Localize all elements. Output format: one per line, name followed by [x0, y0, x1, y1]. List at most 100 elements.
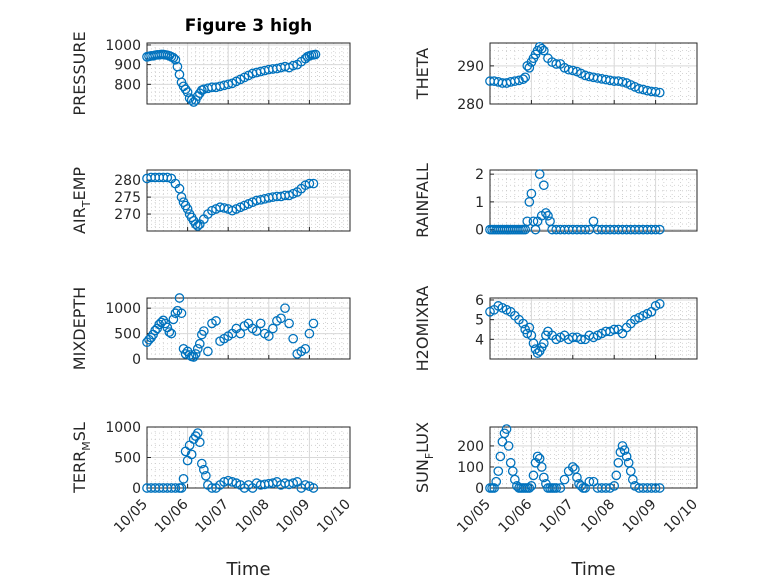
x-tick-label: 10/07	[192, 496, 232, 536]
data-point	[203, 346, 213, 357]
data-point	[611, 470, 622, 481]
data-point	[526, 188, 537, 199]
data-point	[192, 343, 203, 354]
chart-title: Figure 3 high	[185, 16, 313, 36]
data-point	[304, 328, 315, 339]
data-point	[588, 216, 599, 227]
data-point	[235, 328, 246, 339]
subplot-mixdepth: 0 500 1000 MIXDEPTH	[70, 287, 351, 370]
axes-box	[146, 42, 351, 105]
y-tick-label: 280	[114, 173, 141, 189]
y-tick-label: 290	[457, 59, 484, 75]
data-point	[288, 333, 299, 344]
axes-box	[489, 297, 698, 360]
data-point	[509, 474, 520, 485]
data-point	[304, 178, 315, 189]
data-point	[280, 303, 290, 314]
data-point	[255, 318, 266, 329]
y-tick-label: 4	[475, 332, 484, 348]
data-point	[489, 483, 499, 493]
data-point	[192, 428, 203, 438]
data-point	[164, 327, 175, 337]
data-point	[207, 483, 217, 493]
axes-box	[146, 169, 351, 232]
x-tick-label: 10/10	[661, 496, 701, 536]
data-point	[168, 52, 179, 63]
data-point	[654, 299, 665, 309]
x-tick-label: 10/09	[620, 496, 660, 536]
data-point	[654, 87, 665, 98]
data-point	[174, 293, 185, 303]
y-tick-label: 275	[114, 190, 141, 206]
data-point	[263, 331, 274, 341]
data-point	[617, 77, 628, 87]
data-point	[168, 314, 179, 325]
y-tick-label: 500	[114, 451, 141, 467]
data-point	[514, 75, 524, 86]
y-tick-label: 1	[475, 195, 484, 211]
data-point	[194, 437, 205, 448]
axes-box	[489, 42, 698, 105]
data-point	[495, 451, 506, 462]
y-axis-label: H2OMIXRA	[413, 286, 432, 372]
data-point	[180, 349, 191, 359]
data-point	[308, 483, 319, 493]
data-point	[551, 483, 562, 493]
y-tick-label: 0	[475, 223, 484, 239]
y-axis-label: AIRTEMP	[70, 167, 93, 234]
data-point	[532, 451, 543, 462]
data-point	[310, 49, 321, 60]
data-point	[162, 172, 173, 183]
x-tick-label: 10/09	[274, 496, 314, 536]
y-tick-label: 270	[114, 207, 141, 223]
y-axis-label: TERRMSL	[70, 422, 93, 494]
data-point	[178, 473, 189, 484]
data-point	[572, 472, 582, 483]
y-tick-label: 100	[457, 460, 484, 476]
y-tick-label: 200	[457, 439, 484, 455]
data-point	[276, 313, 286, 324]
data-point	[170, 54, 181, 65]
data-point	[518, 74, 528, 85]
data-point	[576, 334, 586, 345]
data-point	[650, 86, 661, 97]
data-point	[613, 457, 624, 468]
data-point	[300, 343, 311, 354]
data-point	[156, 317, 167, 328]
data-point	[300, 480, 311, 490]
data-point	[524, 483, 535, 493]
y-tick-label: 0	[475, 481, 484, 497]
x-tick-label: 10/07	[537, 496, 577, 536]
data-point	[619, 445, 630, 455]
data-point	[308, 318, 319, 329]
data-point	[491, 476, 502, 487]
axes-background	[489, 169, 698, 232]
data-point	[526, 481, 537, 491]
data-point	[559, 474, 570, 485]
data-point	[536, 43, 547, 54]
data-point	[654, 483, 665, 493]
axes-background	[489, 426, 698, 489]
y-tick-label: 0	[132, 481, 141, 497]
data-point	[308, 178, 319, 189]
data-point	[654, 224, 665, 235]
subplot-theta: 280 290 THETA	[413, 41, 698, 113]
data-point	[170, 308, 181, 319]
data-point	[288, 60, 299, 71]
data-point	[538, 45, 549, 56]
data-point	[538, 180, 549, 191]
x-tick-label: 10/08	[233, 496, 273, 536]
x-tick-label: 10/05	[454, 496, 494, 536]
subplot-h2omixra: 4 5 6 H2OMIXRA	[413, 286, 698, 372]
data-point	[503, 441, 514, 451]
data-point	[580, 224, 591, 235]
data-point	[522, 216, 533, 227]
data-point	[551, 59, 562, 69]
data-point	[543, 210, 553, 221]
data-point	[198, 464, 209, 475]
data-point	[555, 483, 566, 493]
y-tick-label: 1000	[105, 38, 141, 54]
data-point	[176, 483, 187, 493]
data-point	[534, 169, 545, 180]
